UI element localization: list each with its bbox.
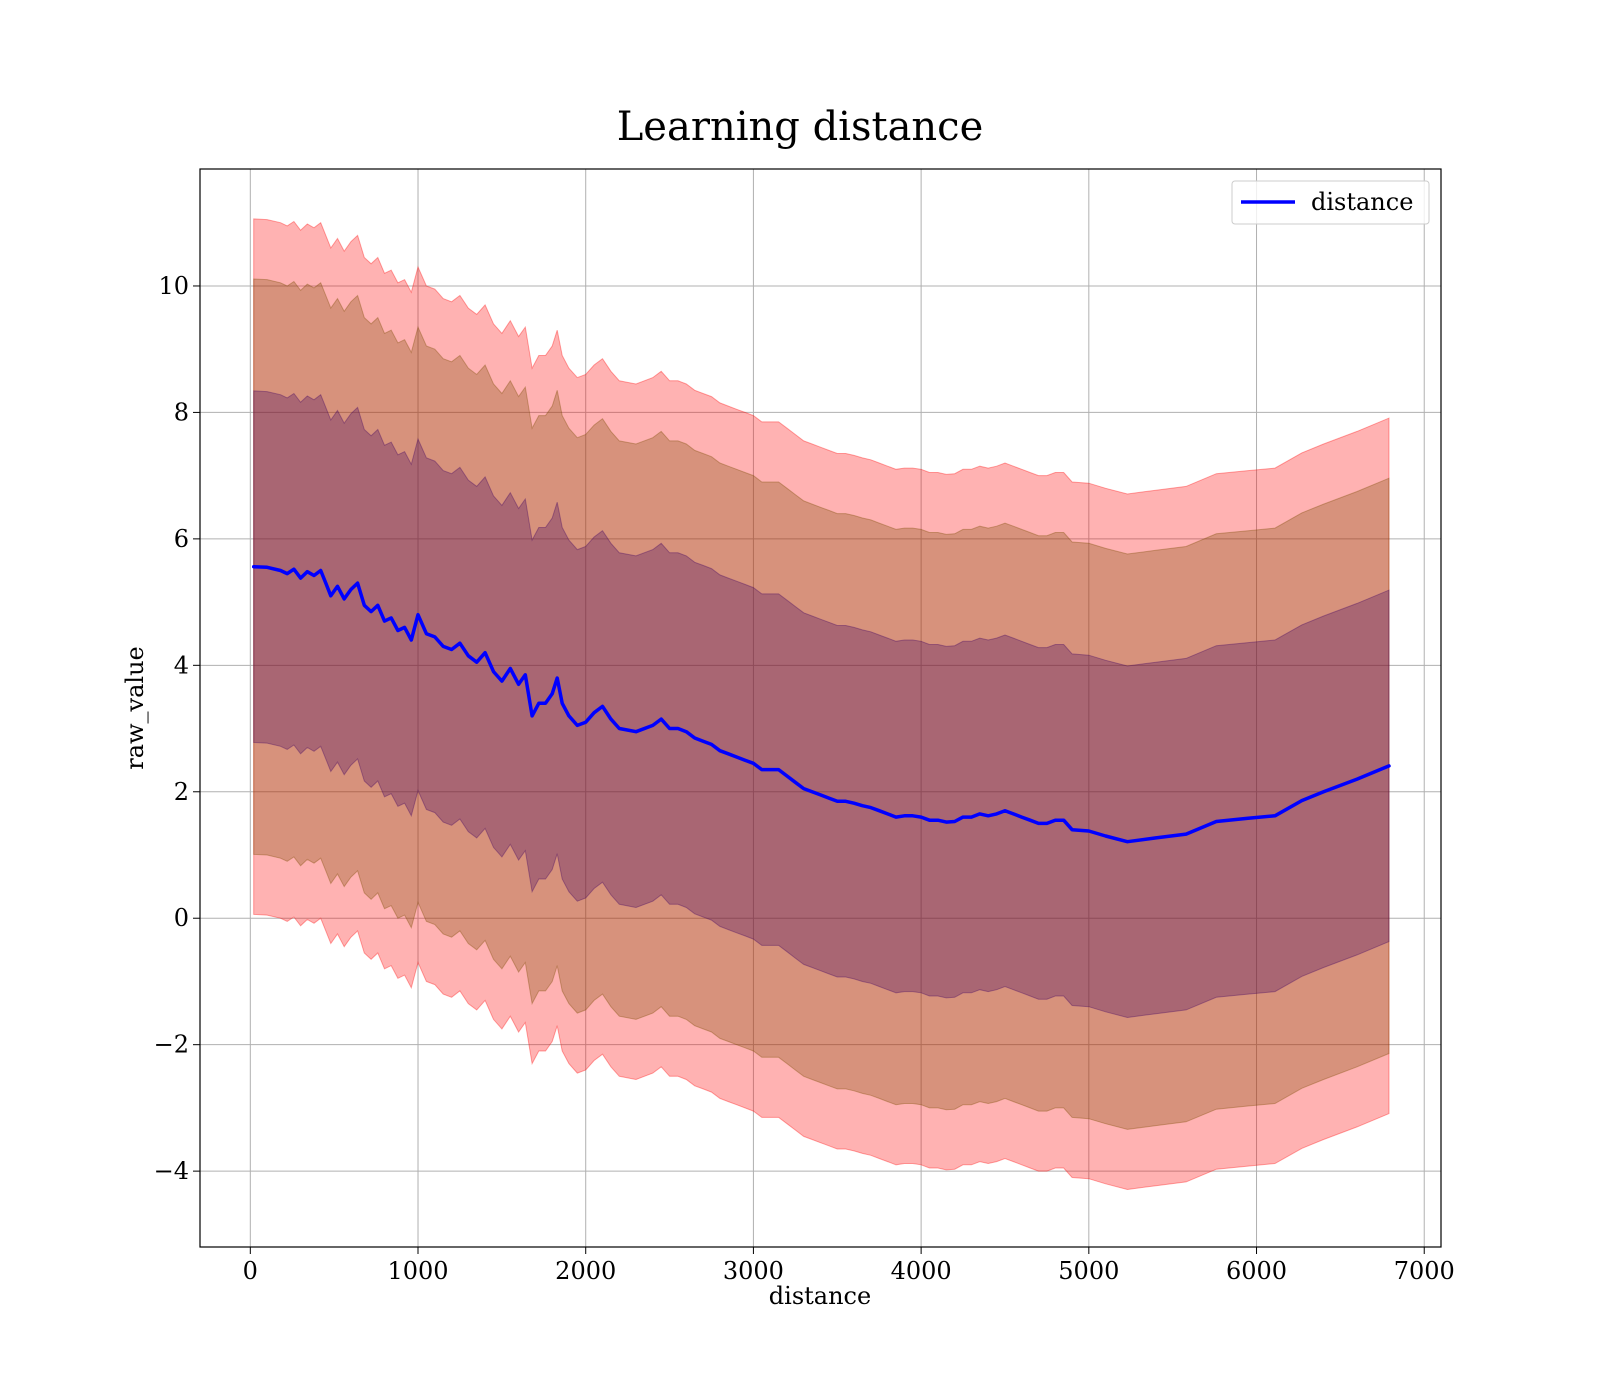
y-tick-label: 8 [174, 398, 189, 426]
x-tick-label: 7000 [1394, 1257, 1455, 1285]
grid [200, 169, 1441, 1247]
legend-label-distance: distance [1311, 188, 1413, 216]
x-tick-label: 4000 [891, 1257, 952, 1285]
y-tick-label: −4 [154, 1157, 189, 1185]
x-axis-label: distance [769, 1282, 871, 1310]
x-tick-label: 5000 [1058, 1257, 1119, 1285]
confidence-bands [253, 218, 1390, 1191]
y-tick-label: 4 [174, 651, 189, 679]
x-tick-label: 6000 [1226, 1257, 1287, 1285]
band-area-3 [253, 390, 1390, 1019]
y-axis-label: raw_value [121, 646, 149, 770]
x-axis-ticks: 0 1000 2000 3000 4000 5000 6000 7000 [243, 1247, 1455, 1285]
plot-frame [199, 168, 1442, 1248]
series-line-distance [251, 564, 1391, 844]
x-tick-label: 0 [243, 1257, 258, 1285]
legend: distance [1231, 180, 1430, 225]
series-lines [251, 564, 1391, 844]
y-tick-label: 0 [174, 904, 189, 932]
x-tick-label: 3000 [723, 1257, 784, 1285]
band-area-1 [253, 218, 1390, 1191]
y-tick-label: 10 [158, 272, 189, 300]
y-tick-label: −2 [154, 1031, 189, 1059]
band-area-2 [253, 278, 1390, 1130]
legend-box [1231, 180, 1430, 225]
x-tick-label: 1000 [387, 1257, 448, 1285]
y-tick-label: 2 [174, 778, 189, 806]
y-tick-label: 6 [174, 525, 189, 553]
y-axis-ticks: −4 −2 0 2 4 6 8 10 [154, 272, 200, 1185]
chart-title: Learning distance [617, 104, 984, 150]
x-tick-label: 2000 [555, 1257, 616, 1285]
